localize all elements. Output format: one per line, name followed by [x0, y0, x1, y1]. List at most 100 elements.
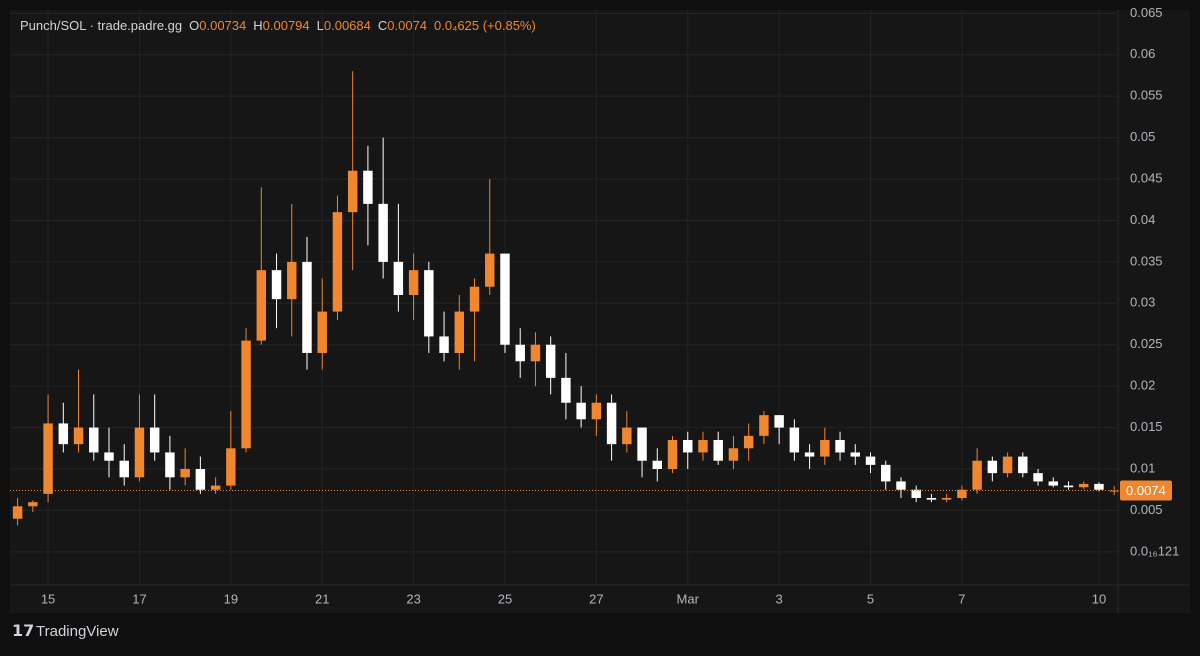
candle-body	[667, 440, 678, 470]
candle-body	[104, 452, 114, 461]
candle-body	[896, 481, 906, 490]
candle-body	[957, 489, 967, 499]
candle-body	[256, 270, 267, 341]
candle-body	[12, 506, 23, 519]
candle-body	[545, 344, 556, 378]
header: Punch/SOL · trade.padre.gg O0.00734 H0.007…	[20, 18, 536, 33]
ohlc-value: 0.00684	[324, 18, 371, 33]
candle-body	[134, 427, 145, 478]
candle-body	[835, 440, 845, 453]
brand: 𝟭𝟳 TradingView	[12, 623, 119, 640]
candle-body	[1002, 456, 1013, 474]
ohlc-value: 0.00794	[263, 18, 310, 33]
candle-body	[287, 261, 297, 300]
x-tick-label: 5	[867, 591, 874, 606]
candle-body	[485, 253, 495, 287]
candle-body	[317, 311, 327, 354]
ohlc-key: C	[378, 18, 387, 33]
x-tick-label: 3	[776, 591, 783, 606]
brand-name: TradingView	[36, 623, 119, 640]
candle-body	[591, 402, 602, 420]
candle-body	[500, 253, 510, 345]
x-tick-label: Mar	[677, 591, 700, 606]
candle-body	[210, 485, 221, 490]
candle-body	[1033, 473, 1043, 482]
chart-pane	[10, 10, 1190, 613]
candle-body	[911, 489, 921, 499]
candle-body	[378, 203, 388, 262]
candle-body	[515, 344, 525, 362]
candle-body	[926, 498, 937, 500]
y-tick-label: 0.04	[1130, 212, 1155, 227]
candle-body	[683, 440, 693, 453]
x-tick-label: 17	[132, 591, 146, 606]
candle-body	[73, 427, 84, 445]
x-tick-label: 15	[41, 591, 55, 606]
candle-body	[637, 427, 647, 461]
candle-body	[439, 336, 449, 354]
candle-body	[165, 452, 175, 478]
candle-body	[576, 402, 586, 420]
x-tick-label: 21	[315, 591, 329, 606]
candle-body	[1018, 456, 1028, 474]
candle-body	[606, 402, 617, 445]
y-tick-label: 0.03	[1130, 295, 1155, 310]
ohlc-key: O	[189, 18, 199, 33]
x-tick-label: 27	[589, 591, 603, 606]
y-tick-label: 0.015	[1130, 419, 1163, 434]
candle-body	[1063, 485, 1074, 488]
candle-body	[941, 498, 952, 500]
candle-body	[774, 415, 784, 428]
x-tick-label: 23	[406, 591, 420, 606]
x-tick-label: 19	[224, 591, 238, 606]
candle-body	[393, 261, 404, 296]
symbol: Punch/SOL · trade.padre.gg	[20, 18, 182, 33]
y-tick-label: 0.035	[1130, 253, 1163, 268]
candle-body	[347, 170, 358, 213]
candle-body	[454, 311, 465, 354]
candle-body	[530, 344, 541, 362]
candle-body	[241, 340, 251, 449]
candle-body	[43, 423, 53, 494]
candle-body	[759, 415, 769, 436]
x-tick-label: 7	[958, 591, 965, 606]
candle-body	[622, 427, 632, 445]
candle-body	[804, 452, 815, 457]
candle-body	[789, 427, 800, 453]
y-tick-label: 0.0₁₆121	[1130, 543, 1179, 558]
y-tick-label: 0.005	[1130, 502, 1163, 517]
y-tick-label: 0.065	[1130, 5, 1163, 20]
candle-body	[820, 440, 830, 457]
change: 0.0₄625 (+0.85%)	[434, 18, 536, 33]
candle-body	[850, 452, 860, 457]
candle-body	[332, 212, 343, 312]
candle-body	[713, 440, 723, 461]
y-tick-label: 0.06	[1130, 46, 1155, 61]
candle-body	[271, 270, 282, 300]
y-tick-label: 0.02	[1130, 378, 1155, 393]
candle-body	[1048, 481, 1058, 486]
candle-body	[469, 286, 480, 312]
candle-body	[652, 460, 663, 470]
candle-body	[58, 423, 69, 445]
candle-body	[1079, 483, 1089, 488]
candle-body	[363, 170, 373, 204]
y-tick-label: 0.05	[1130, 129, 1155, 144]
candle-body	[728, 448, 739, 461]
candle-body	[881, 464, 891, 482]
ohlc-value: 0.00734	[199, 18, 246, 33]
candle-body	[302, 261, 312, 354]
candle-body	[119, 460, 129, 478]
y-tick-label: 0.055	[1130, 88, 1163, 103]
candle-body	[180, 469, 190, 478]
candle-body	[149, 427, 160, 453]
candle-body	[226, 448, 236, 486]
y-tick-label: 0.045	[1130, 170, 1163, 185]
candle-body	[195, 469, 206, 490]
y-tick-label: 0.025	[1130, 336, 1163, 351]
x-tick-label: 25	[498, 591, 512, 606]
ohlc-key: H	[253, 18, 262, 33]
candle-body	[408, 270, 419, 296]
candle-body	[424, 270, 434, 337]
